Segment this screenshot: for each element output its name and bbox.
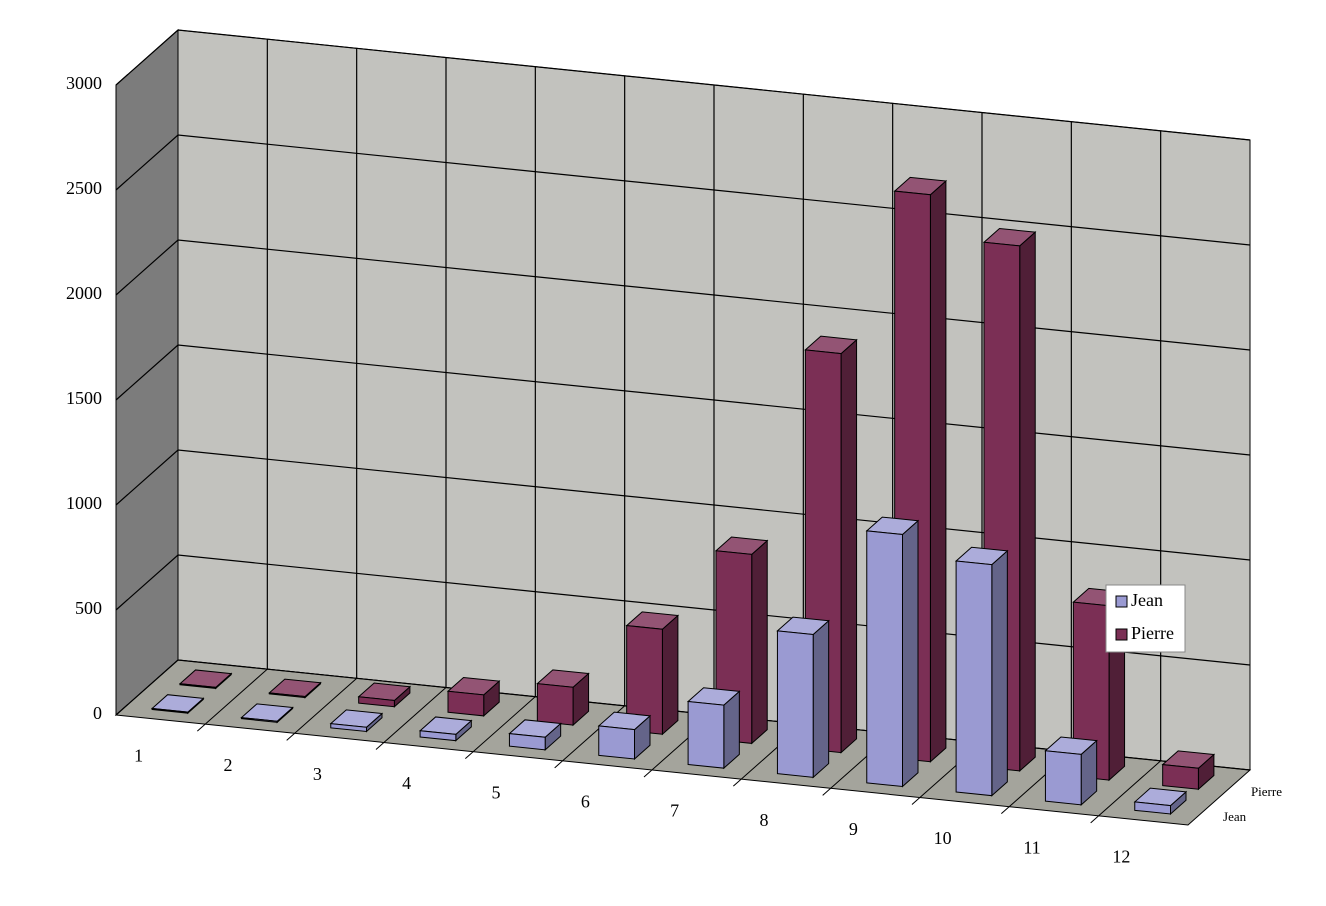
depth-label: Pierre: [1251, 784, 1282, 799]
y-tick-label: 3000: [66, 73, 102, 93]
bar: [866, 530, 903, 788]
bar-side: [840, 338, 858, 754]
x-tick-label: 5: [492, 782, 501, 802]
bar: [330, 723, 367, 733]
x-tick-label: 8: [760, 810, 769, 830]
bar: [419, 730, 457, 742]
x-tick-label: 10: [934, 828, 952, 848]
y-tick-label: 2500: [66, 178, 102, 198]
x-tick-label: 3: [313, 764, 322, 784]
bar: [1134, 801, 1171, 815]
legend-label: Pierre: [1131, 623, 1174, 643]
legend-swatch: [1115, 595, 1128, 608]
bar: [1162, 764, 1199, 790]
x-tick-label: 4: [402, 773, 411, 793]
bar: [508, 733, 546, 751]
y-tick-label: 2000: [66, 283, 102, 303]
bar-side: [1019, 231, 1036, 773]
floor-divider: [375, 687, 447, 750]
floor-divider: [1090, 760, 1161, 824]
bar: [598, 725, 635, 760]
bar: [151, 707, 189, 714]
floor-divider: [465, 696, 536, 760]
bar: [268, 692, 306, 699]
x-tick-label: 1: [134, 746, 143, 766]
depth-label: Jean: [1223, 809, 1247, 824]
x-tick-label: 12: [1112, 847, 1130, 867]
x-tick-label: 9: [849, 819, 858, 839]
legend-swatch: [1115, 628, 1128, 641]
y-tick-label: 0: [93, 703, 102, 723]
bar: [776, 630, 814, 778]
bar-side: [929, 179, 947, 763]
x-tick-label: 7: [670, 801, 679, 821]
bar: [358, 696, 395, 708]
x-tick-label: 2: [224, 755, 233, 775]
bar-side: [751, 539, 768, 745]
floor-divider: [197, 668, 268, 732]
bar: [447, 690, 485, 717]
x-tick-label: 6: [581, 792, 590, 812]
bar-side: [902, 519, 919, 788]
x-tick-label: 11: [1023, 837, 1040, 857]
bar: [536, 683, 574, 726]
bar: [179, 683, 217, 689]
bar: [955, 560, 993, 797]
y-tick-label: 1500: [66, 388, 102, 408]
bar: [687, 700, 725, 769]
floor-divider: [286, 677, 357, 741]
bar: [1044, 750, 1082, 806]
y-tick-label: 1000: [66, 493, 102, 513]
bar: [240, 717, 278, 723]
legend-label: Jean: [1131, 590, 1163, 610]
bar-side: [812, 619, 830, 779]
y-tick-label: 500: [75, 598, 102, 618]
bar-side: [991, 549, 1008, 797]
bar-side: [661, 614, 679, 736]
